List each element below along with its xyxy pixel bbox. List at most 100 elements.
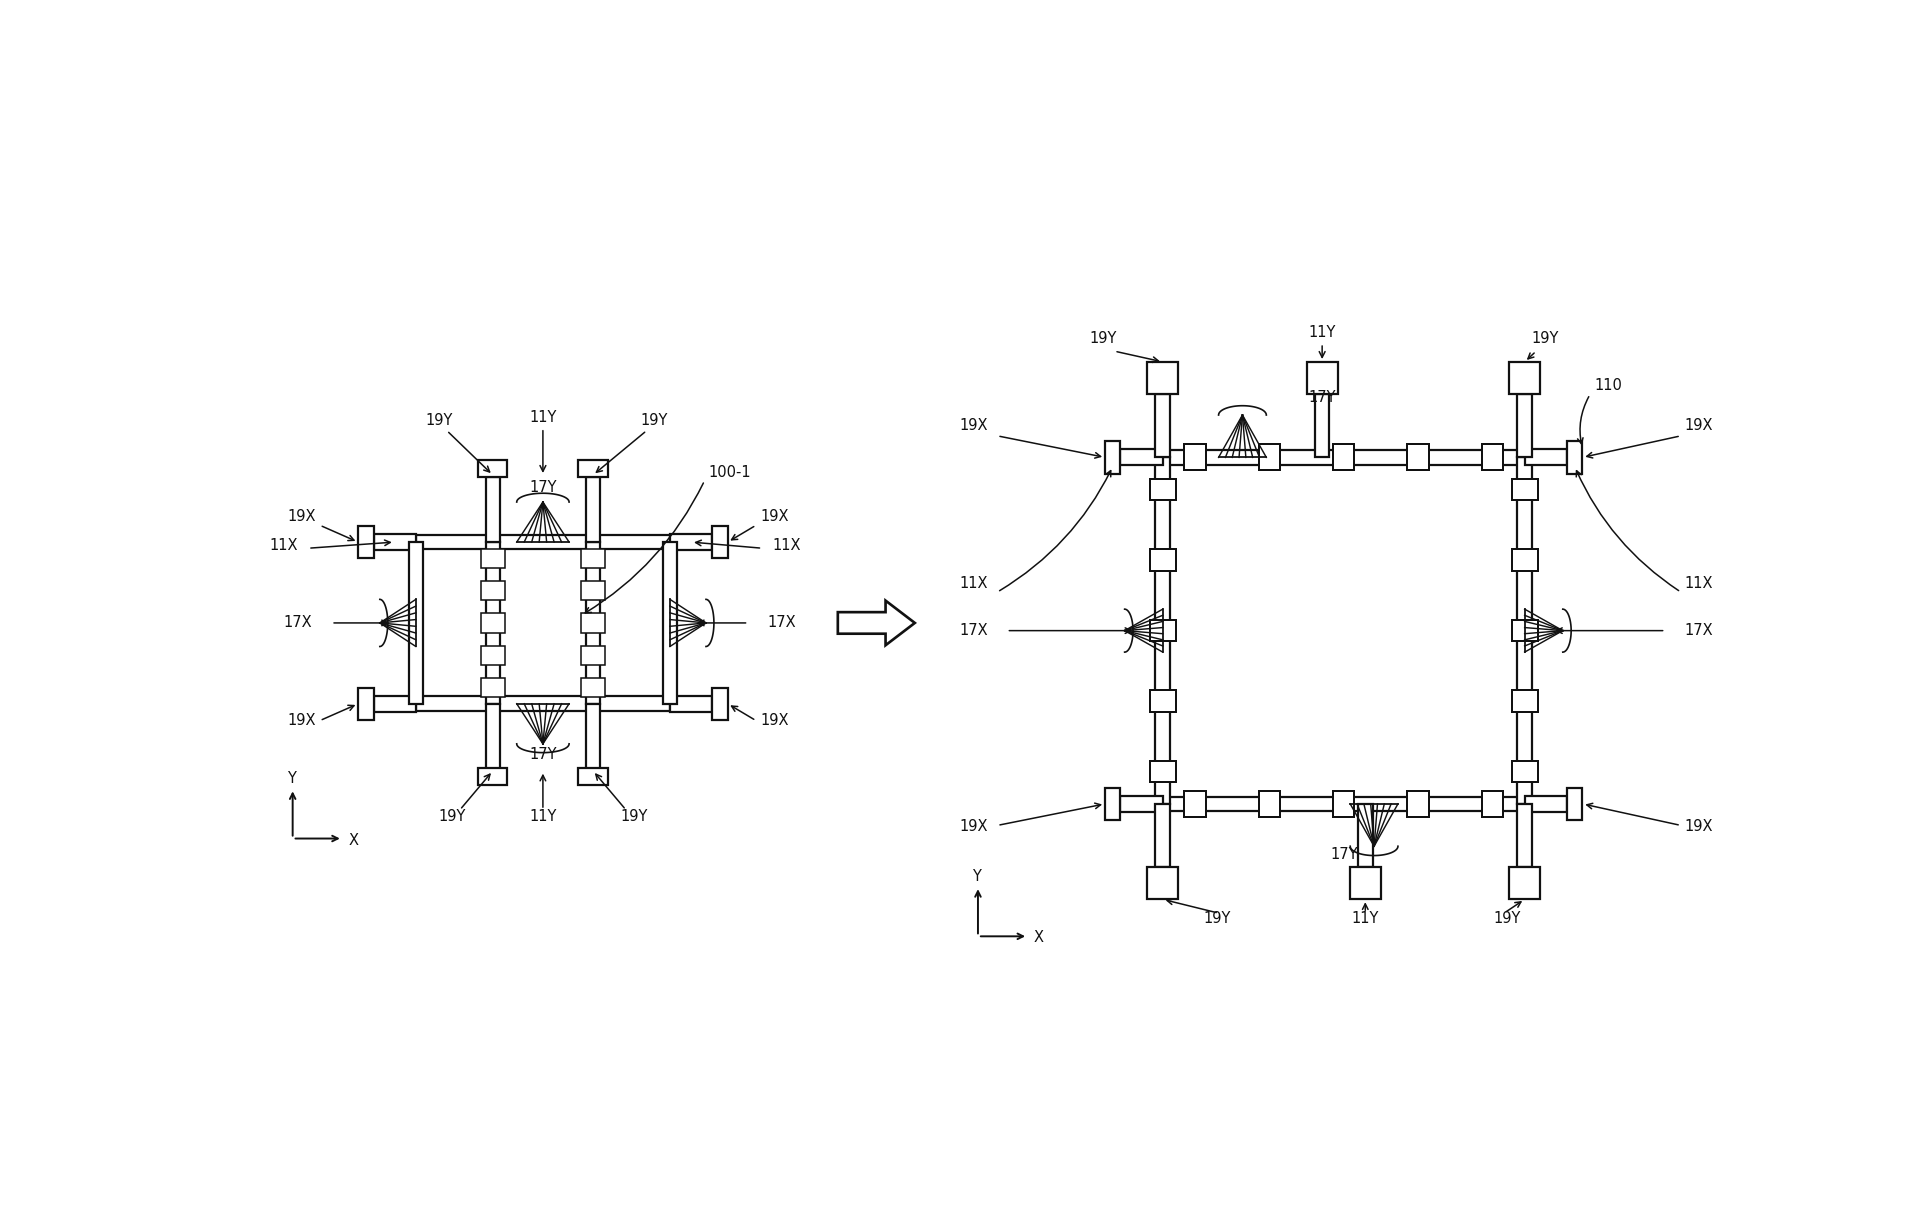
Text: Y: Y xyxy=(972,869,980,883)
Text: 17Y: 17Y xyxy=(529,480,556,495)
Bar xyxy=(1511,549,1538,570)
Text: 11Y: 11Y xyxy=(1308,325,1335,357)
Text: 19Y: 19Y xyxy=(1202,912,1229,926)
Bar xyxy=(1567,441,1582,473)
Bar xyxy=(580,548,605,568)
Bar xyxy=(1524,796,1567,812)
Bar xyxy=(580,646,605,665)
Bar xyxy=(1184,445,1206,471)
Bar xyxy=(1567,787,1582,821)
Text: 11X: 11X xyxy=(269,538,298,553)
Bar xyxy=(373,696,415,712)
Bar xyxy=(1258,445,1279,471)
Bar xyxy=(357,687,373,719)
Polygon shape xyxy=(837,600,914,646)
Bar xyxy=(1148,867,1177,899)
Text: 19X: 19X xyxy=(958,419,987,434)
Text: 17X: 17X xyxy=(958,623,987,638)
Text: 17Y: 17Y xyxy=(1329,848,1356,862)
Bar xyxy=(1148,362,1177,394)
Bar xyxy=(585,542,601,703)
Bar xyxy=(1150,549,1175,570)
Bar xyxy=(580,580,605,600)
Bar xyxy=(670,696,711,712)
Bar xyxy=(663,542,676,703)
Bar xyxy=(485,703,500,769)
Text: 19X: 19X xyxy=(1683,419,1712,434)
Bar xyxy=(485,542,500,703)
Bar xyxy=(1511,479,1538,500)
Bar xyxy=(415,535,670,549)
Text: 17Y: 17Y xyxy=(529,748,556,763)
Bar xyxy=(1509,867,1540,899)
Text: X: X xyxy=(348,833,357,848)
Bar xyxy=(1333,445,1354,471)
Bar xyxy=(477,769,506,785)
Text: 19Y: 19Y xyxy=(1493,912,1520,926)
Bar xyxy=(1150,690,1175,712)
Bar xyxy=(1105,441,1121,473)
Bar xyxy=(1105,787,1121,821)
Text: 19Y: 19Y xyxy=(439,809,466,824)
Bar xyxy=(1406,445,1428,471)
Bar xyxy=(481,646,504,665)
Bar xyxy=(580,678,605,697)
Bar xyxy=(1349,867,1379,899)
Text: 19Y: 19Y xyxy=(425,413,452,428)
Bar xyxy=(415,696,670,711)
Text: 19Y: 19Y xyxy=(1530,331,1559,346)
Bar xyxy=(477,461,506,477)
Bar xyxy=(711,526,726,558)
Bar xyxy=(1517,394,1532,457)
Text: 11X: 11X xyxy=(1683,577,1712,591)
Bar xyxy=(485,477,500,542)
Bar xyxy=(1258,791,1279,817)
Bar xyxy=(1511,760,1538,782)
Bar xyxy=(1184,791,1206,817)
Text: 19X: 19X xyxy=(288,509,315,524)
Bar xyxy=(1511,690,1538,712)
Bar xyxy=(580,614,605,632)
Bar xyxy=(481,614,504,632)
Bar xyxy=(481,548,504,568)
Bar xyxy=(1121,796,1163,812)
Bar xyxy=(578,769,607,785)
Bar xyxy=(1524,450,1567,466)
Bar xyxy=(1480,445,1503,471)
Text: 17X: 17X xyxy=(767,616,796,631)
Text: 19Y: 19Y xyxy=(1090,331,1117,346)
Text: 11Y: 11Y xyxy=(1350,912,1378,926)
Bar xyxy=(1314,394,1329,457)
Bar xyxy=(357,526,373,558)
Bar xyxy=(670,533,711,551)
Text: 19Y: 19Y xyxy=(641,413,668,428)
Text: 110: 110 xyxy=(1594,378,1621,393)
Bar xyxy=(1121,450,1163,466)
Bar xyxy=(1150,620,1175,642)
Bar xyxy=(1150,479,1175,500)
Bar xyxy=(1155,457,1169,803)
Bar xyxy=(1333,791,1354,817)
Text: 19X: 19X xyxy=(958,819,987,834)
Bar xyxy=(1155,803,1169,867)
Bar xyxy=(578,461,607,477)
Text: 19X: 19X xyxy=(288,713,315,728)
Text: 11Y: 11Y xyxy=(529,809,556,824)
Bar xyxy=(1306,362,1337,394)
Text: 11Y: 11Y xyxy=(529,410,556,472)
Text: 17X: 17X xyxy=(284,616,311,631)
Bar xyxy=(373,533,415,551)
Bar xyxy=(481,580,504,600)
Text: 100-1: 100-1 xyxy=(709,464,752,479)
Text: 11X: 11X xyxy=(958,577,987,591)
Bar xyxy=(1509,362,1540,394)
Text: Y: Y xyxy=(286,771,296,786)
Bar xyxy=(711,687,726,719)
Text: 19X: 19X xyxy=(1683,819,1712,834)
Bar xyxy=(408,542,423,703)
Text: 19X: 19X xyxy=(759,509,788,524)
Bar xyxy=(1511,620,1538,642)
Text: 11X: 11X xyxy=(773,538,800,553)
Bar xyxy=(1163,450,1524,464)
Bar xyxy=(1150,760,1175,782)
